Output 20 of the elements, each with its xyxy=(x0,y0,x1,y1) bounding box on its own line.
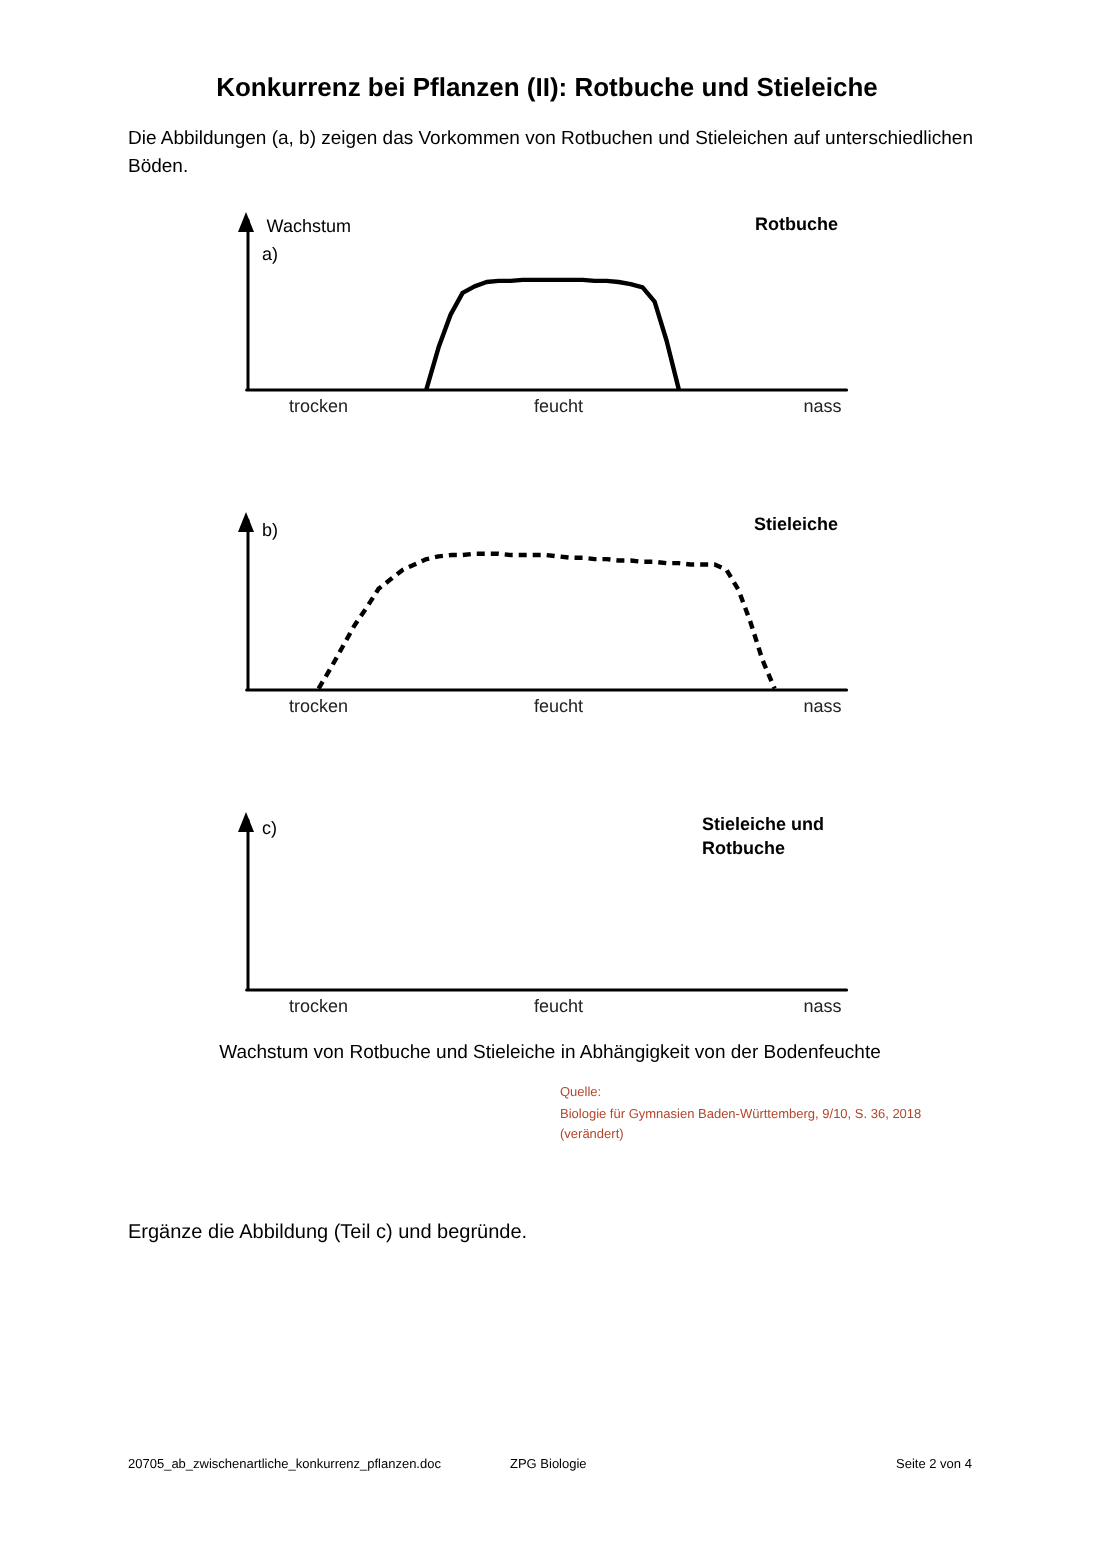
text: Konkurrenz bei Pflanzen (II): Rotbuche und Stieleiche xyxy=(214,72,880,102)
y-axis-title: Wachstum xyxy=(266,216,351,236)
x-tick-label: feucht xyxy=(534,395,585,416)
text: Stieleiche und Rotbuche xyxy=(702,812,827,860)
text: Ergänze die Abbildung (Teil c) und begründe. xyxy=(128,1222,528,1244)
text: a) xyxy=(262,242,279,266)
x-tick-label: trocken xyxy=(289,395,349,416)
category-label: trocken xyxy=(289,995,349,1016)
text: Die Abbildungen (a, b) zeigen das Vorkommen von Rotbuchen und Stieleichen auf unterschiedlichen Böden. xyxy=(128,126,975,182)
x-tick-label: trocken xyxy=(289,695,349,716)
x-tick-label: nass xyxy=(803,695,843,716)
text: Wachstum von Rotbuche und Stieleiche in Abhängigkeit von der Bodenfeuchte xyxy=(217,1042,883,1064)
text: b) xyxy=(262,518,279,542)
category-label: nass xyxy=(803,995,843,1016)
chart-title: Stieleiche xyxy=(753,512,838,536)
x-tick-label: nass xyxy=(803,395,843,416)
x-tick-label: feucht xyxy=(534,695,585,716)
category-label: feucht xyxy=(534,995,585,1016)
text: c) xyxy=(262,816,277,840)
chart-title: Rotbuche xyxy=(755,212,838,236)
